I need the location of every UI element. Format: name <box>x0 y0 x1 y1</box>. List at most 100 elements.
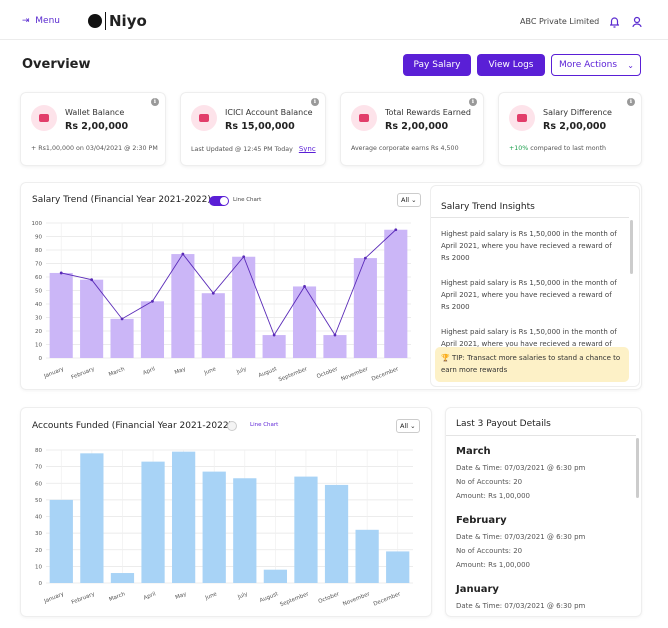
trend-point <box>272 333 276 337</box>
x-tick-label: February <box>71 366 97 381</box>
menu-button[interactable]: ⇥ Menu <box>22 16 60 26</box>
trend-point <box>333 333 337 337</box>
bar <box>140 301 165 358</box>
bar <box>232 256 256 358</box>
y-tick-label: 90 <box>35 235 42 241</box>
bar <box>80 453 104 583</box>
chart-title: Salary Trend (Financial Year 2021-2022) <box>32 195 211 205</box>
y-tick-label: 0 <box>39 356 43 362</box>
card-title: ICICI Account Balance <box>225 108 313 117</box>
x-tick-label: October <box>316 366 339 380</box>
salary-panel: Salary Trend (Financial Year 2021-2022) … <box>20 182 642 390</box>
x-tick-label: February <box>71 591 97 606</box>
logo-mark <box>88 14 102 28</box>
y-tick-label: 100 <box>32 221 43 227</box>
x-tick-label: May <box>174 366 187 376</box>
card: ℹ Wallet Balance Rs 2,00,000 + Rs1,00,000 o… <box>20 92 166 166</box>
card-note: Last Updated @ 12:45 PM Today Sync <box>191 145 316 153</box>
scrollbar[interactable] <box>636 438 639 498</box>
trend-line <box>61 229 397 337</box>
trend-point <box>242 255 246 259</box>
x-tick-label: January <box>42 366 65 380</box>
y-tick-label: 70 <box>35 465 42 471</box>
tip-box: 🏆 TIP: Transact more salaries to stand a… <box>435 347 629 382</box>
x-tick-label: October <box>318 591 341 605</box>
x-tick-label: August <box>259 591 280 604</box>
x-tick-label: September <box>279 591 310 608</box>
card-note: + Rs1,00,000 on 03/04/2021 @ 2:30 PM <box>31 145 158 152</box>
filter-dropdown[interactable]: All ⌄ <box>397 193 421 207</box>
payout-accounts: No of Accounts: 20 <box>456 616 522 617</box>
salary-chart: 0 10 20 30 40 50 60 70 80 90 100 January February Mar… <box>32 221 411 383</box>
card-icon <box>191 105 217 131</box>
insights-box: Salary Trend Insights Highest paid salar… <box>430 185 640 387</box>
page-title: Overview <box>22 57 91 72</box>
payout-date: Date & Time: 07/03/2021 @ 6:30 pm <box>456 464 586 472</box>
trend-point <box>181 252 185 256</box>
sync-link[interactable]: Sync <box>298 145 316 153</box>
bar <box>110 318 134 358</box>
logo[interactable]: Niyo <box>88 12 147 30</box>
trend-point <box>90 278 94 282</box>
toggle[interactable] <box>209 196 229 206</box>
trophy-icon: 🏆 <box>441 354 450 362</box>
trend-point <box>394 228 398 232</box>
y-tick-label: 60 <box>35 481 42 487</box>
view-logs-button[interactable]: View Logs <box>477 54 545 76</box>
pay-salary-button[interactable]: Pay Salary <box>403 54 471 76</box>
x-tick-label: March <box>108 366 126 378</box>
payout-month: January <box>456 584 499 595</box>
more-actions-button[interactable]: More Actions ⌄ <box>551 54 641 76</box>
card-note-text: Last Updated @ 12:45 PM Today <box>191 146 293 153</box>
divider <box>446 435 636 436</box>
bell-icon[interactable] <box>610 17 619 28</box>
card-title: Wallet Balance <box>65 108 125 117</box>
card: ℹ Total Rewards Earned Rs 2,00,000 Average … <box>340 92 484 166</box>
info-icon[interactable]: ℹ <box>627 98 635 106</box>
info-icon[interactable]: ℹ <box>311 98 319 106</box>
scrollbar[interactable] <box>630 220 633 274</box>
x-tick-label: September <box>278 366 309 383</box>
filter-dropdown[interactable]: All ⌄ <box>396 419 420 433</box>
card-note: +10% compared to last month <box>509 145 606 152</box>
payout-accounts: No of Accounts: 20 <box>456 547 523 555</box>
x-tick-label: November <box>342 591 371 608</box>
icon-glyph <box>39 114 49 122</box>
x-tick-label: June <box>204 591 219 602</box>
trend-point <box>120 317 124 321</box>
toggle[interactable] <box>227 421 237 431</box>
payout-month: March <box>456 446 491 457</box>
card-note-text: Average corporate earns Rs 4,500 <box>351 145 459 152</box>
toggle-label: Line Chart <box>250 422 279 428</box>
bar <box>49 499 73 583</box>
x-tick-label: April <box>142 366 156 376</box>
tip-text: TIP: Transact more salaries to stand a c… <box>441 354 621 374</box>
bar <box>353 258 377 358</box>
bar <box>202 471 226 583</box>
card-value: Rs 2,00,000 <box>65 121 129 132</box>
icon-glyph <box>517 114 527 122</box>
y-tick-label: 80 <box>35 448 42 454</box>
info-icon[interactable]: ℹ <box>469 98 477 106</box>
y-tick-label: 80 <box>35 248 42 254</box>
chevron: ⌄ <box>627 60 634 70</box>
accounts-chart: 0 10 20 30 40 50 60 70 80 January February March Apr… <box>35 448 413 608</box>
toggle-label: Line Chart <box>233 197 262 203</box>
header <box>0 0 668 40</box>
bar <box>386 551 410 583</box>
x-tick-label: December <box>373 591 402 608</box>
y-tick-label: 10 <box>35 343 42 349</box>
user-icon[interactable] <box>633 16 641 24</box>
bar <box>49 272 73 358</box>
x-tick-label: August <box>258 366 279 379</box>
x-tick-label: June <box>203 366 218 377</box>
card-title: Total Rewards Earned <box>385 108 471 117</box>
x-tick-label: March <box>108 591 126 603</box>
card-note-text: compared to last month <box>530 145 607 152</box>
info-icon[interactable]: ℹ <box>151 98 159 106</box>
bar <box>80 279 104 358</box>
card-value: Rs 15,00,000 <box>225 121 295 132</box>
card-value: Rs 2,00,000 <box>385 121 449 132</box>
trend-point <box>59 271 63 275</box>
